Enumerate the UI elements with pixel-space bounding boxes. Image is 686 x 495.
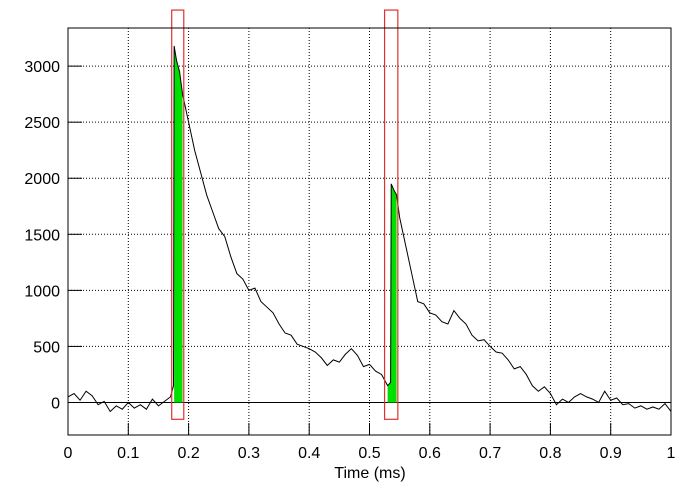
y-tick-label: 1500 bbox=[24, 227, 60, 244]
y-tick-label: 3000 bbox=[24, 59, 60, 76]
x-tick-label: 0.3 bbox=[238, 445, 260, 462]
window bbox=[383, 9, 399, 420]
window bbox=[171, 9, 185, 420]
plot-border bbox=[67, 27, 672, 436]
x-axis-label: Time (ms) bbox=[334, 465, 405, 482]
x-tick-label: 0.4 bbox=[298, 445, 320, 462]
y-tick-label: 2000 bbox=[24, 171, 60, 188]
fill-region bbox=[174, 45, 183, 403]
y-tick-label: 500 bbox=[33, 339, 60, 356]
x-tick-label: 0.8 bbox=[539, 445, 561, 462]
y-tick-label: 1000 bbox=[24, 283, 60, 300]
x-tick-label: 0.5 bbox=[358, 445, 380, 462]
y-tick-label: 2500 bbox=[24, 115, 60, 132]
x-tick-label: 1 bbox=[667, 445, 676, 462]
y-tick-label: 0 bbox=[51, 395, 60, 412]
x-tick-label: 0.9 bbox=[600, 445, 622, 462]
fill-region bbox=[387, 183, 397, 403]
x-tick-label: 0.2 bbox=[177, 445, 199, 462]
x-tick-label: 0.6 bbox=[419, 445, 441, 462]
x-tick-label: 0.7 bbox=[479, 445, 501, 462]
signal-line bbox=[67, 45, 672, 413]
x-tick-label: 0.1 bbox=[117, 445, 139, 462]
x-tick-label: 0 bbox=[64, 445, 73, 462]
